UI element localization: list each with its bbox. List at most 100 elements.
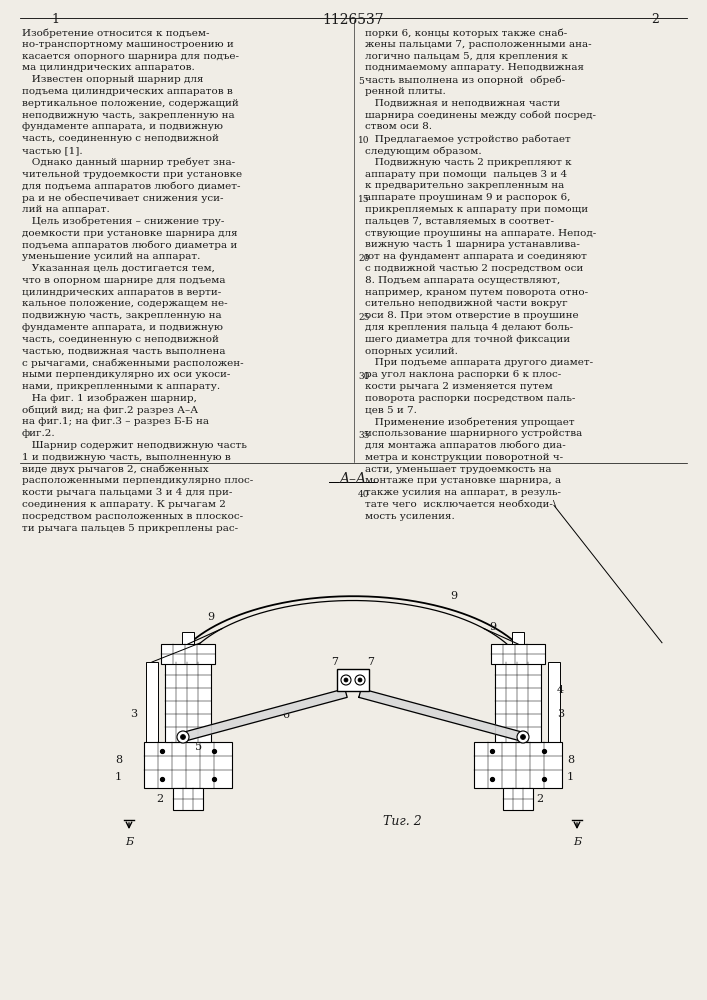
Text: 4: 4 — [557, 685, 564, 695]
Text: 2: 2 — [651, 13, 659, 26]
Text: ренной плиты.: ренной плиты. — [365, 87, 445, 96]
Text: частью [1].: частью [1]. — [22, 146, 83, 155]
Text: Цель изобретения – снижение тру-: Цель изобретения – снижение тру- — [22, 217, 224, 226]
Text: 1: 1 — [115, 772, 122, 782]
Text: вертикальное положение, содержащий: вертикальное положение, содержащий — [22, 99, 239, 108]
Text: 30: 30 — [358, 372, 369, 381]
Text: 6: 6 — [283, 710, 290, 720]
Text: ра угол наклона распорки 6 к плос-: ра угол наклона распорки 6 к плос- — [365, 370, 561, 379]
Text: 5: 5 — [358, 77, 364, 86]
Text: Указанная цель достигается тем,: Указанная цель достигается тем, — [22, 264, 215, 273]
Text: При подъеме аппарата другого диамет-: При подъеме аппарата другого диамет- — [365, 358, 593, 367]
Text: фиг.2.: фиг.2. — [22, 429, 56, 438]
Text: также усилия на аппарат, в резуль-: также усилия на аппарат, в резуль- — [365, 488, 561, 497]
Text: нами, прикрепленными к аппарату.: нами, прикрепленными к аппарату. — [22, 382, 220, 391]
Bar — [474, 742, 562, 788]
Text: 9: 9 — [450, 591, 457, 601]
Text: 7: 7 — [332, 657, 339, 667]
Bar — [182, 632, 194, 788]
Text: 9: 9 — [489, 622, 496, 632]
Text: с рычагами, снабженными расположен-: с рычагами, снабженными расположен- — [22, 358, 244, 368]
Bar — [165, 662, 211, 742]
Text: сительно неподвижной части вокруг: сительно неподвижной части вокруг — [365, 299, 568, 308]
Text: 3: 3 — [557, 709, 564, 719]
Text: A–A: A–A — [339, 472, 366, 486]
Text: Изобретение относится к подъем-: Изобретение относится к подъем- — [22, 28, 209, 37]
Text: оси 8. При этом отверстие в проушине: оси 8. При этом отверстие в проушине — [365, 311, 578, 320]
Text: опорных усилий.: опорных усилий. — [365, 347, 458, 356]
Text: Известен опорный шарнир для: Известен опорный шарнир для — [22, 75, 204, 84]
Text: виде двух рычагов 2, снабженных: виде двух рычагов 2, снабженных — [22, 465, 209, 474]
Text: ра и не обеспечивает снижения уси-: ра и не обеспечивает снижения уси- — [22, 193, 223, 203]
Text: шарнира соединены между собой посред-: шарнира соединены между собой посред- — [365, 111, 596, 120]
Text: например, краном путем поворота отно-: например, краном путем поворота отно- — [365, 288, 588, 297]
Text: ством оси 8.: ством оси 8. — [365, 122, 432, 131]
Text: 10: 10 — [358, 136, 370, 145]
Text: 1126537: 1126537 — [322, 13, 384, 27]
Text: прикрепляемых к аппарату при помощи: прикрепляемых к аппарату при помощи — [365, 205, 588, 214]
Text: доемкости при установке шарнира для: доемкости при установке шарнира для — [22, 229, 238, 238]
Text: монтаже при установке шарнира, а: монтаже при установке шарнира, а — [365, 476, 561, 485]
Text: фундаменте аппарата, и подвижную: фундаменте аппарата, и подвижную — [22, 122, 223, 131]
Circle shape — [358, 678, 362, 682]
Text: 5: 5 — [195, 742, 202, 752]
Text: к предварительно закрепленным на: к предварительно закрепленным на — [365, 181, 564, 190]
Text: ными перпендикулярно их оси укоси-: ными перпендикулярно их оси укоси- — [22, 370, 230, 379]
Text: мость усиления.: мость усиления. — [365, 512, 455, 521]
Text: тате чего  исключается необходи-\: тате чего исключается необходи-\ — [365, 500, 556, 509]
Text: поднимаемому аппарату. Неподвижная: поднимаемому аппарату. Неподвижная — [365, 63, 584, 72]
Text: 2: 2 — [156, 794, 163, 804]
Bar — [495, 662, 541, 742]
Text: асти, уменьшает трудоемкость на: асти, уменьшает трудоемкость на — [365, 465, 551, 474]
Text: 35: 35 — [358, 431, 370, 440]
Text: вижную часть 1 шарнира устанавлива-: вижную часть 1 шарнира устанавлива- — [365, 240, 580, 249]
Bar — [146, 662, 158, 742]
Text: логично пальцам 5, для крепления к: логично пальцам 5, для крепления к — [365, 52, 568, 61]
Text: ти рычага пальцев 5 прикреплены рас-: ти рычага пальцев 5 прикреплены рас- — [22, 524, 238, 533]
Text: подвижную часть, закрепленную на: подвижную часть, закрепленную на — [22, 311, 221, 320]
Text: частью, подвижная часть выполнена: частью, подвижная часть выполнена — [22, 347, 226, 356]
Text: соединения к аппарату. К рычагам 2: соединения к аппарату. К рычагам 2 — [22, 500, 226, 509]
Text: поворота распорки посредством паль-: поворота распорки посредством паль- — [365, 394, 575, 403]
Text: подъема аппаратов любого диаметра и: подъема аппаратов любого диаметра и — [22, 240, 238, 250]
Circle shape — [180, 734, 185, 740]
Text: с подвижной частью 2 посредством оси: с подвижной частью 2 посредством оси — [365, 264, 583, 273]
Text: 2: 2 — [536, 794, 543, 804]
Text: 3: 3 — [130, 709, 137, 719]
Bar — [337, 669, 369, 691]
Text: Шарнир содержит неподвижную часть: Шарнир содержит неподвижную часть — [22, 441, 247, 450]
Text: уменьшение усилий на аппарат.: уменьшение усилий на аппарат. — [22, 252, 200, 261]
Text: кости рычага пальцами 3 и 4 для при-: кости рычага пальцами 3 и 4 для при- — [22, 488, 233, 497]
Text: чительной трудоемкости при установке: чительной трудоемкости при установке — [22, 170, 242, 179]
Text: пальцев 7, вставляемых в соответ-: пальцев 7, вставляемых в соответ- — [365, 217, 554, 226]
Text: кальное положение, содержащем не-: кальное положение, содержащем не- — [22, 299, 228, 308]
Text: Однако данный шарнир требует зна-: Однако данный шарнир требует зна- — [22, 158, 235, 167]
Text: на фиг.1; на фиг.3 – разрез Б-Б на: на фиг.1; на фиг.3 – разрез Б-Б на — [22, 417, 209, 426]
Circle shape — [341, 675, 351, 685]
Text: Τиг. 2: Τиг. 2 — [383, 815, 422, 828]
Text: шего диаметра для точной фиксации: шего диаметра для точной фиксации — [365, 335, 570, 344]
Text: Б: Б — [125, 837, 133, 847]
Bar — [161, 644, 215, 664]
Text: лий на аппарат.: лий на аппарат. — [22, 205, 110, 214]
Text: подъема цилиндрических аппаратов в: подъема цилиндрических аппаратов в — [22, 87, 233, 96]
Text: цилиндрических аппаратов в верти-: цилиндрических аппаратов в верти- — [22, 288, 221, 297]
Text: 7: 7 — [368, 657, 375, 667]
Text: На фиг. 1 изображен шарнир,: На фиг. 1 изображен шарнир, — [22, 394, 197, 403]
Text: использование шарнирного устройства: использование шарнирного устройства — [365, 429, 583, 438]
Text: но-транспортному машиностроению и: но-транспортному машиностроению и — [22, 40, 234, 49]
Polygon shape — [182, 689, 347, 741]
Text: Применение изобретения упрощает: Применение изобретения упрощает — [365, 417, 575, 427]
Text: аппарате проушинам 9 и распорок 6,: аппарате проушинам 9 и распорок 6, — [365, 193, 571, 202]
Text: 1 и подвижную часть, выполненную в: 1 и подвижную часть, выполненную в — [22, 453, 230, 462]
Text: жены пальцами 7, расположенными ана-: жены пальцами 7, расположенными ана- — [365, 40, 592, 49]
Text: общий вид; на фиг.2 разрез А–А: общий вид; на фиг.2 разрез А–А — [22, 406, 198, 415]
Text: Подвижная и неподвижная части: Подвижная и неподвижная части — [365, 99, 560, 108]
Text: 8: 8 — [115, 755, 122, 765]
Text: ствующие проушины на аппарате. Непод-: ствующие проушины на аппарате. Непод- — [365, 229, 596, 238]
Text: 20: 20 — [358, 254, 369, 263]
Text: что в опорном шарнире для подъема: что в опорном шарнире для подъема — [22, 276, 226, 285]
Text: касается опорного шарнира для подъе-: касается опорного шарнира для подъе- — [22, 52, 239, 61]
Bar — [503, 788, 533, 810]
Circle shape — [344, 678, 348, 682]
